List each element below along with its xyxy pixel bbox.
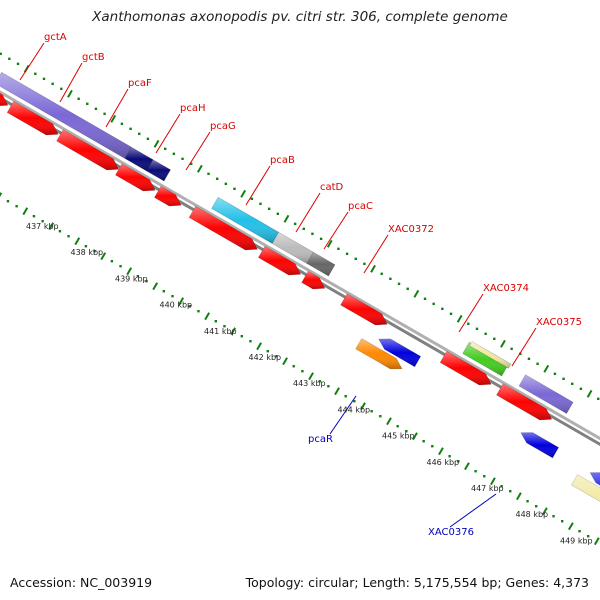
gene-label-pcar: pcaR bbox=[308, 434, 333, 445]
tick-label: 445 kbp bbox=[382, 432, 415, 441]
inner-tick-ring bbox=[0, 192, 600, 546]
tick-label: 447 kbp bbox=[471, 484, 504, 493]
tick-label: 449 kbp bbox=[560, 536, 593, 545]
gene-label-pcaf: pcaF bbox=[128, 78, 152, 89]
gene-label-gcta: gctA bbox=[44, 32, 67, 43]
gene-label-pcab: pcaB bbox=[270, 155, 295, 166]
gene-label-pcag: pcaG bbox=[210, 121, 236, 132]
gene-label-gctb: gctB bbox=[82, 52, 105, 63]
tick-labels: 437 kbp 438 kbp 439 kbp 440 kbp 441 kbp 442 k… bbox=[26, 222, 593, 545]
gene-label-xac0374: XAC0374 bbox=[483, 283, 529, 294]
accession-text: Accession: NC_003919 bbox=[10, 575, 153, 590]
tick-label: 439 kbp bbox=[115, 274, 148, 283]
feature-labels: gctA gctB pcaF pcaH pcaG pcaB catD pcaC XAC0372 X… bbox=[19, 32, 582, 538]
tick-label: 443 kbp bbox=[293, 379, 326, 388]
gene-label-pcac: pcaC bbox=[348, 201, 373, 212]
map-title: Xanthomonas axonopodis pv. citri str. 30… bbox=[92, 9, 508, 25]
tick-label: 440 kbp bbox=[160, 301, 193, 310]
gene-label-xac0376: XAC0376 bbox=[428, 527, 474, 538]
tick-label: 446 kbp bbox=[427, 458, 460, 467]
tick-label: 437 kbp bbox=[26, 222, 59, 231]
gene-label-pcah: pcaH bbox=[180, 103, 206, 114]
gene-label-catd: catD bbox=[320, 182, 344, 193]
topology-text: Topology: circular; Length: 5,175,554 bp… bbox=[245, 575, 589, 590]
tick-label: 442 kbp bbox=[249, 353, 282, 362]
tick-label: 444 kbp bbox=[338, 405, 371, 414]
tick-label: 441 kbp bbox=[204, 327, 237, 336]
gene-label-xac0375: XAC0375 bbox=[536, 317, 582, 328]
tick-label: 448 kbp bbox=[516, 510, 549, 519]
tick-label: 438 kbp bbox=[71, 248, 104, 257]
gene-label-xac0372: XAC0372 bbox=[388, 224, 434, 235]
cds-arrow-9 bbox=[340, 293, 388, 326]
gene-arrow-reverse-2 bbox=[520, 432, 560, 459]
feature-track bbox=[0, 71, 600, 502]
